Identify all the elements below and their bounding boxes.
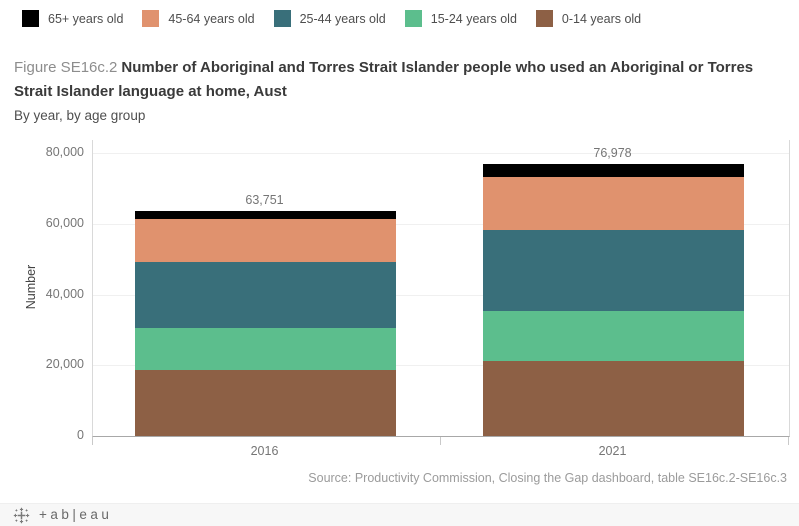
bar-segment-2016-65+-years-old[interactable]: [135, 210, 396, 220]
bar-segment-2016-0-14-years-old[interactable]: [135, 370, 396, 436]
y-tick-label: 40,000: [45, 286, 84, 301]
bar-2021: [483, 140, 744, 436]
legend-label: 0-14 years old: [561, 11, 642, 26]
axis-tick: [440, 437, 441, 445]
legend-item[interactable]: 65+ years old: [22, 10, 123, 27]
x-tick-label: 2021: [598, 444, 627, 458]
legend-label: 25-44 years old: [299, 11, 386, 26]
tableau-wordmark: +ab|eau: [39, 507, 113, 522]
legend-swatch-icon: [404, 10, 422, 27]
bar-segment-2016-45-64-years-old[interactable]: [135, 219, 396, 262]
bar-segment-2016-15-24-years-old[interactable]: [135, 328, 396, 371]
x-tick-label: 2016: [250, 444, 279, 458]
figure-number: Figure SE16c.2: [14, 59, 118, 76]
gridline: [93, 153, 789, 155]
legend-item[interactable]: 0-14 years old: [535, 10, 642, 27]
footer-bar: +ab|eau: [0, 503, 799, 526]
legend-swatch-icon: [273, 10, 291, 27]
legend: 65+ years old 45-64 years old 25-44 years …: [22, 10, 789, 27]
tableau-logo-icon: [13, 507, 30, 523]
bar-segment-2021-65+-years-old[interactable]: [483, 163, 744, 178]
chart-title-text: Number of Aboriginal and Torres Strait I…: [14, 59, 754, 100]
axis-tick: [788, 437, 789, 445]
legend-swatch-icon: [535, 10, 553, 27]
y-tick-label: 20,000: [45, 357, 84, 372]
bar-segment-2016-25-44-years-old[interactable]: [135, 261, 396, 329]
chart-subtitle: By year, by age group: [14, 108, 146, 123]
legend-label: 15-24 years old: [430, 11, 517, 26]
legend-item[interactable]: 45-64 years old: [142, 10, 255, 27]
bar-segment-2021-15-24-years-old[interactable]: [483, 311, 744, 361]
title-block: Figure SE16c.2 Number of Aboriginal and T…: [14, 56, 759, 126]
legend-label: 45-64 years old: [168, 11, 255, 26]
bar-total-label: 76,978: [593, 145, 632, 160]
source-note: Source: Productivity Commission, Closing…: [308, 471, 787, 485]
tableau-logo[interactable]: +ab|eau: [13, 507, 112, 524]
gridline: [93, 365, 789, 367]
legend-item[interactable]: 15-24 years old: [404, 10, 517, 27]
legend-swatch-icon: [22, 10, 39, 27]
gridline: [93, 294, 789, 296]
legend-swatch-icon: [142, 10, 160, 27]
chart-title: Figure SE16c.2 Number of Aboriginal and T…: [14, 56, 759, 104]
y-tick-label: 0: [77, 428, 84, 442]
legend-label: 65+ years old: [48, 11, 124, 26]
plot-area: [92, 140, 790, 437]
y-tick-label: 80,000: [45, 145, 84, 160]
bar-segment-2021-25-44-years-old[interactable]: [483, 229, 744, 312]
gridline: [93, 223, 789, 225]
bar-segment-2021-0-14-years-old[interactable]: [483, 360, 744, 436]
legend-item[interactable]: 25-44 years old: [273, 10, 386, 27]
bar-2016: [135, 140, 396, 436]
axis-tick: [92, 437, 93, 445]
bar-total-label: 63,751: [245, 192, 284, 207]
y-tick-label: 60,000: [45, 215, 84, 230]
bar-segment-2021-45-64-years-old[interactable]: [483, 177, 744, 230]
